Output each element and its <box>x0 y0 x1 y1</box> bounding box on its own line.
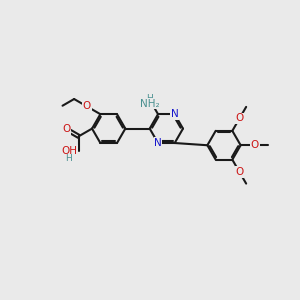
Text: O: O <box>235 113 244 124</box>
Text: N: N <box>154 138 162 148</box>
Text: NH₂: NH₂ <box>140 99 160 109</box>
Text: O: O <box>251 140 259 150</box>
Text: OH: OH <box>61 146 77 156</box>
Text: O: O <box>235 167 244 177</box>
Text: O: O <box>83 101 91 112</box>
Text: N: N <box>171 109 178 119</box>
Text: O: O <box>62 124 70 134</box>
Text: H: H <box>65 154 72 164</box>
Text: H: H <box>146 94 153 103</box>
